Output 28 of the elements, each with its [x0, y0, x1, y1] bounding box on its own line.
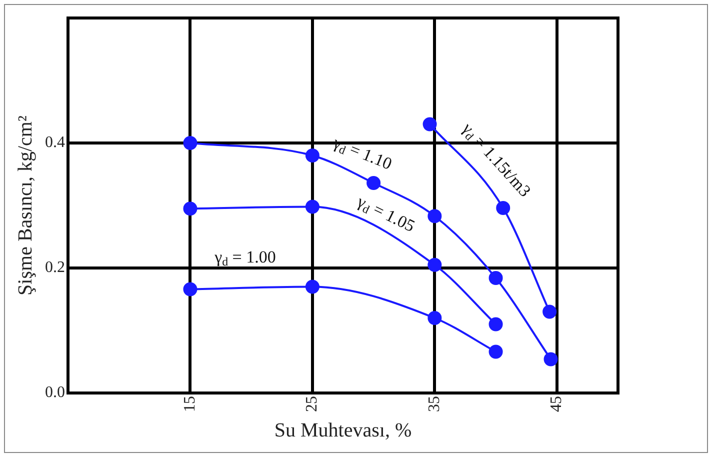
x-tick-label: 15: [181, 396, 198, 412]
point: [544, 352, 558, 366]
y-tick-label: 0.2: [45, 259, 65, 276]
point: [305, 280, 320, 294]
point: [366, 176, 381, 190]
point: [488, 271, 503, 285]
text: γd = 1.05: [354, 191, 418, 236]
point: [183, 282, 198, 296]
point: [488, 344, 503, 359]
point: [183, 136, 198, 150]
y-tick-label: 0.0: [45, 384, 65, 402]
x-tick-label: 35: [426, 396, 443, 412]
point: [428, 311, 442, 325]
x-tick-label: 45: [548, 396, 566, 412]
point: [305, 200, 320, 214]
point: [542, 304, 557, 319]
y-tick-label: 0.4: [45, 134, 65, 152]
point: [488, 317, 503, 332]
point: [305, 148, 320, 162]
point: [422, 117, 437, 132]
x-tick-label: 25: [304, 396, 321, 412]
point: [428, 258, 442, 272]
y-axis-title: Şişme Basıncı, kg/cm²: [14, 116, 36, 296]
x-axis-title: Su Muhtevası, %: [274, 419, 412, 442]
point: [428, 209, 442, 224]
text: γd = 1.10: [330, 132, 395, 174]
point: [183, 202, 198, 216]
point: [496, 201, 510, 215]
